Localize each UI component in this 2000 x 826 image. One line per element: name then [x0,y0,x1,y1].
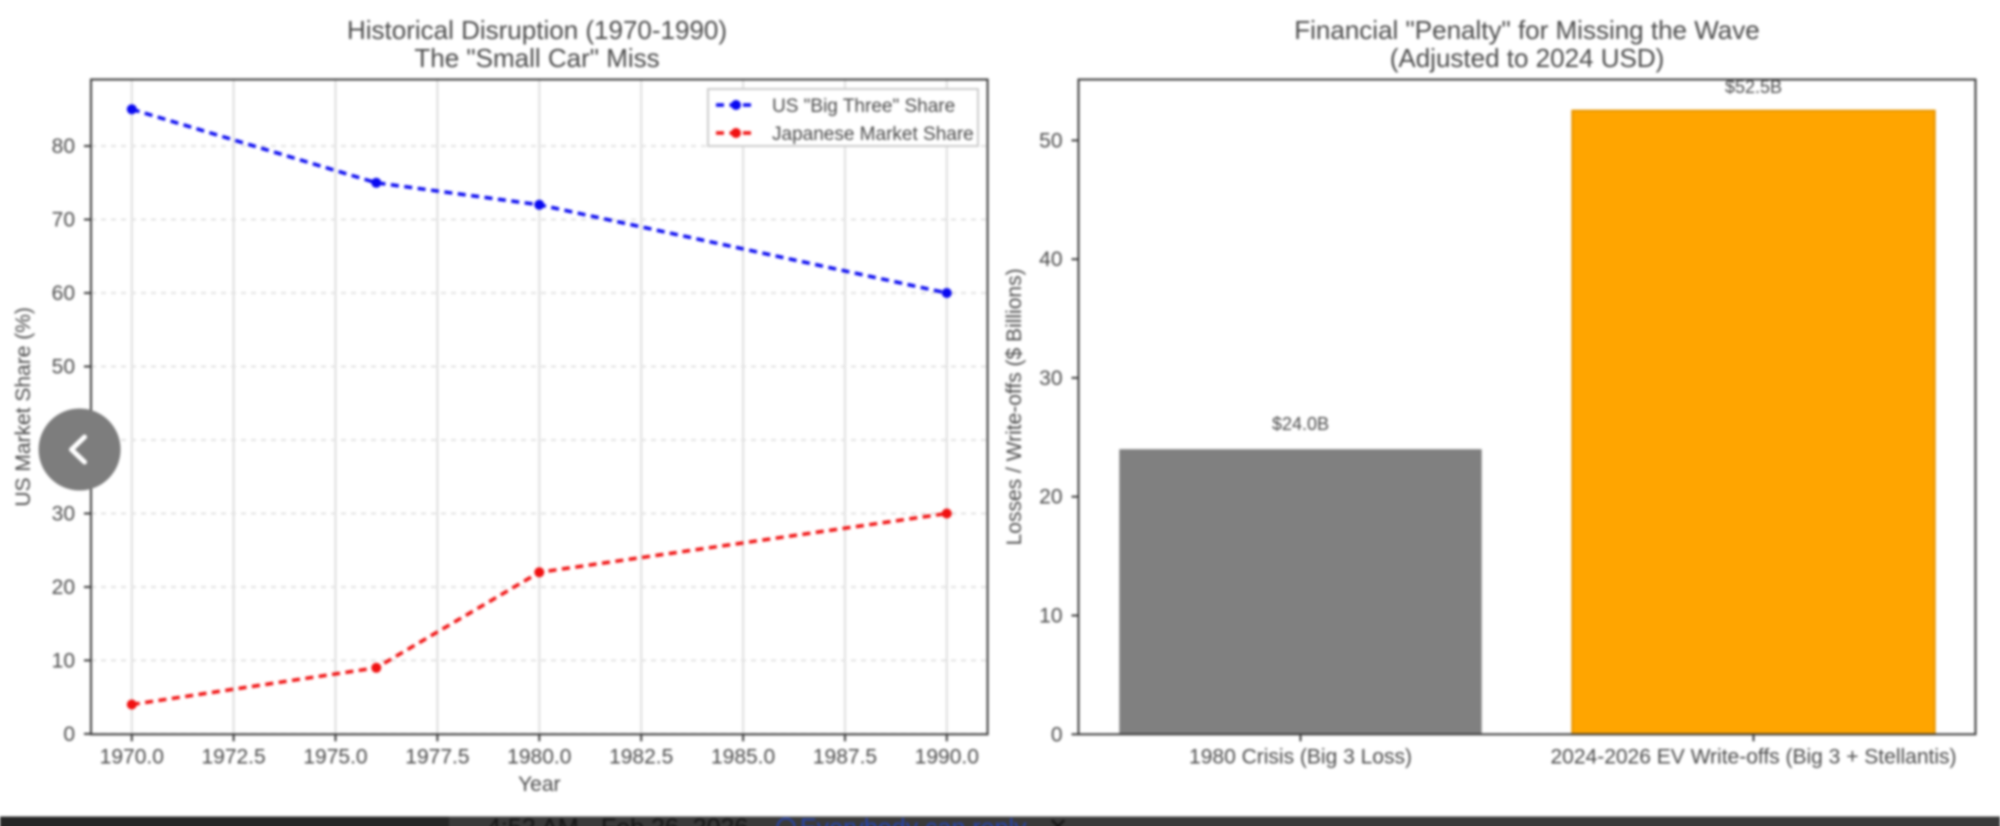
svg-text:70: 70 [52,209,75,232]
svg-text:80: 80 [52,135,75,158]
svg-text:1987.5: 1987.5 [813,745,877,768]
svg-text:60: 60 [52,282,75,305]
svg-text:2024-2026 EV Write-offs (Big 3: 2024-2026 EV Write-offs (Big 3 + Stellan… [1550,745,1956,768]
svg-text:1990.0: 1990.0 [915,745,979,768]
svg-text:Everybody can reply: Everybody can reply [800,814,1027,826]
svg-text:$24.0B: $24.0B [1272,414,1329,434]
svg-text:1970.0: 1970.0 [100,745,164,768]
svg-text:1972.5: 1972.5 [201,745,265,768]
svg-text:1980.0: 1980.0 [507,745,571,768]
svg-text:20: 20 [52,576,75,599]
svg-text:1977.5: 1977.5 [405,745,469,768]
svg-text:1982.5: 1982.5 [609,745,673,768]
svg-text:0: 0 [1051,723,1063,746]
svg-text:30: 30 [1039,367,1062,390]
svg-text:50: 50 [1039,129,1062,152]
svg-text:40: 40 [1039,248,1062,271]
svg-text:1985.0: 1985.0 [711,745,775,768]
svg-text:The "Small Car" Miss: The "Small Car" Miss [414,43,659,73]
svg-text:US Market Share (%): US Market Share (%) [12,307,35,507]
svg-text:10: 10 [1039,605,1062,628]
svg-text:Year: Year [518,773,560,796]
svg-text:1980 Crisis (Big 3 Loss): 1980 Crisis (Big 3 Loss) [1189,745,1412,768]
svg-text:Financial "Penalty" for Missin: Financial "Penalty" for Missing the Wave [1294,15,1759,45]
svg-text:4:52 AM · Feb 26, 2026: 4:52 AM · Feb 26, 2026 [487,814,748,826]
svg-text:Japanese Market Share: Japanese Market Share [772,124,974,145]
svg-text:1975.0: 1975.0 [303,745,367,768]
svg-text:20: 20 [1039,486,1062,509]
svg-text:(Adjusted to 2024 USD): (Adjusted to 2024 USD) [1390,43,1665,73]
svg-text:30: 30 [52,503,75,526]
svg-text:$52.5B: $52.5B [1725,77,1782,97]
svg-text:Historical Disruption (1970-19: Historical Disruption (1970-1990) [347,15,727,45]
svg-text:Losses / Write-offs ($ Billion: Losses / Write-offs ($ Billions) [1003,268,1026,545]
svg-text:✕: ✕ [1048,814,1068,826]
svg-text:50: 50 [52,356,75,379]
svg-text:0: 0 [63,723,75,746]
svg-text:10: 10 [52,649,75,672]
svg-text:US "Big Three" Share: US "Big Three" Share [772,96,955,117]
